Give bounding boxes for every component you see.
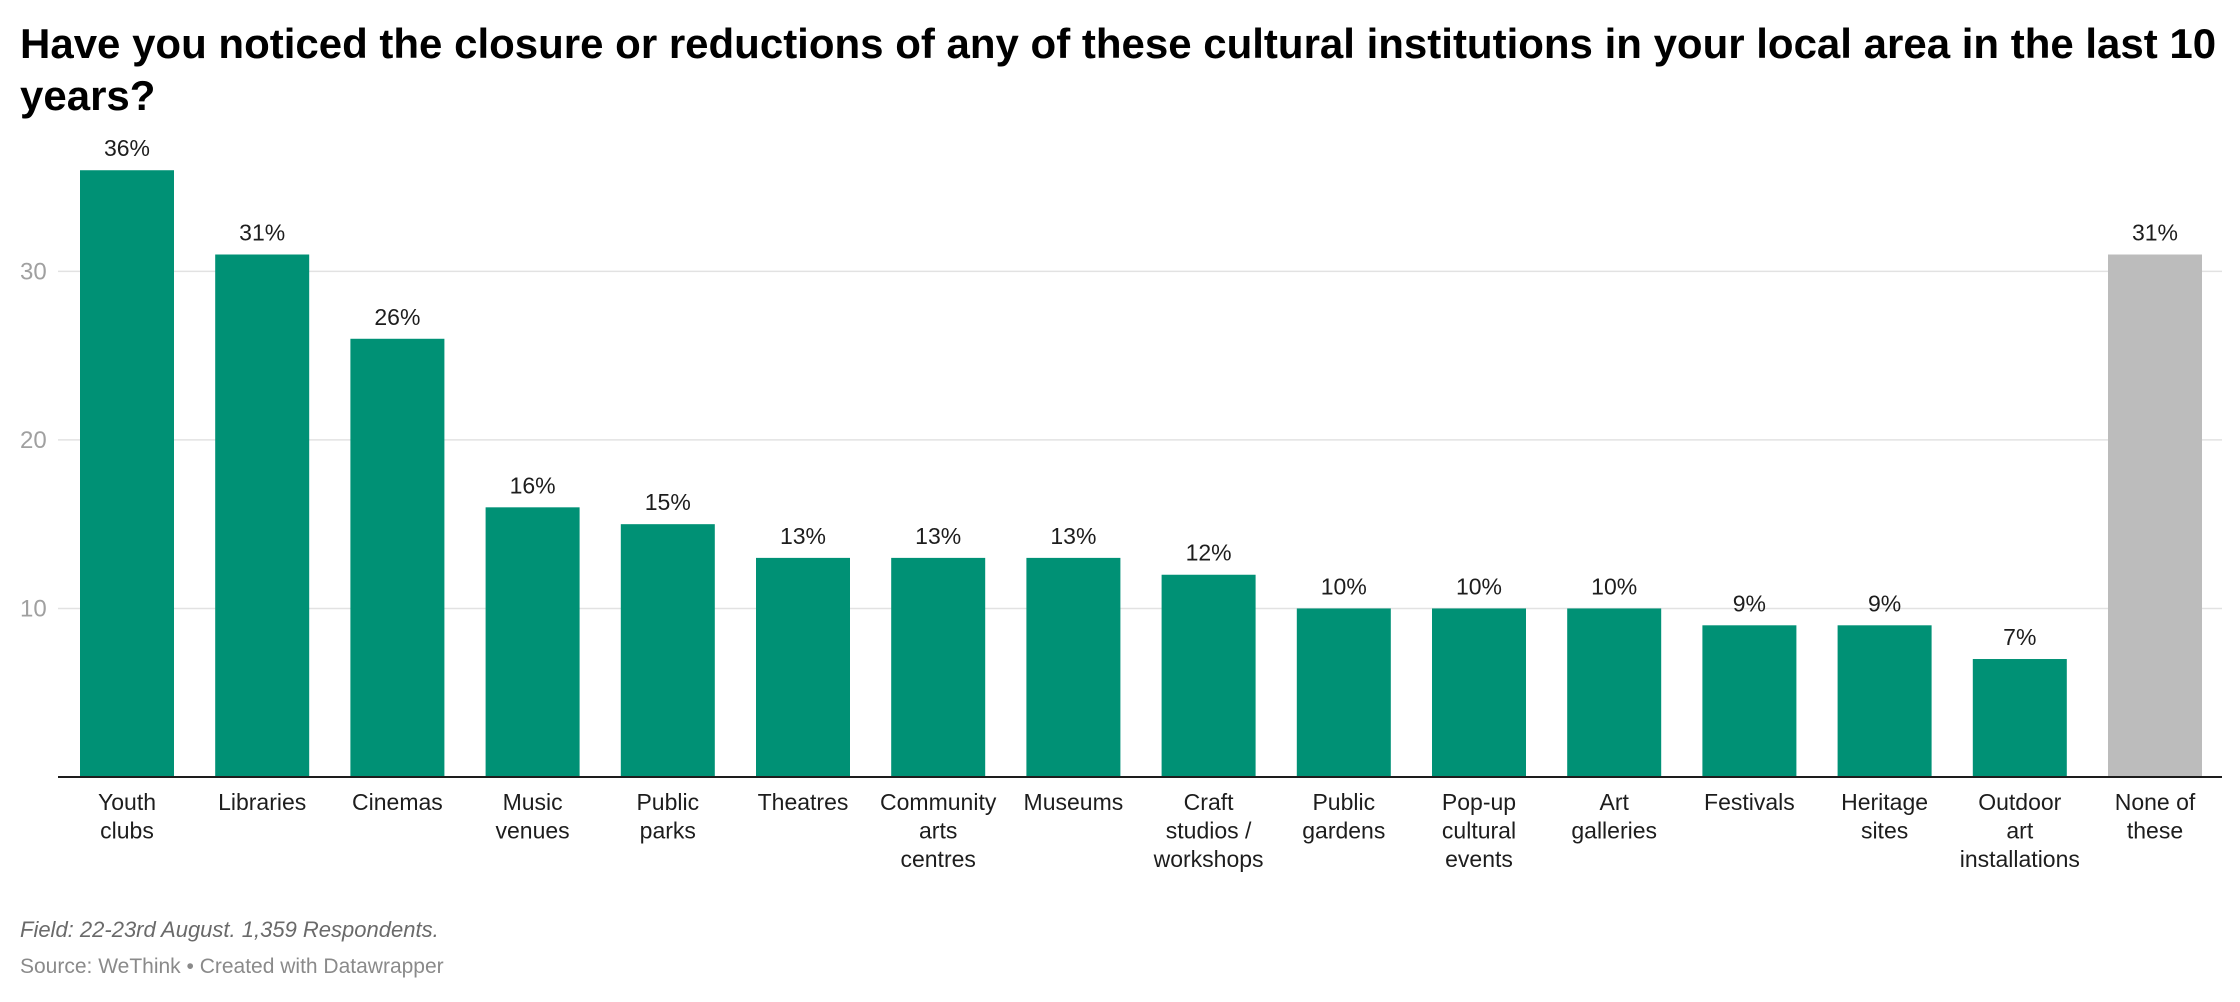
value-labels: 36% 31% 26% 16% 15% 13% 13% 13% 12% 10% 10% 10% 9% 9%… <box>104 135 2178 650</box>
category-label: events <box>1445 846 1513 872</box>
category-label: parks <box>640 818 696 844</box>
bar-value-label: 13% <box>780 523 826 549</box>
bar-value-label: 10% <box>1591 573 1637 599</box>
category-label: Public <box>1312 789 1375 815</box>
category-label: Cinemas <box>352 789 443 815</box>
bars <box>80 170 2202 777</box>
category-label: cultural <box>1442 818 1516 844</box>
category-label: these <box>2127 818 2183 844</box>
bar <box>891 557 986 777</box>
category-label: arts <box>919 818 957 844</box>
bar <box>1296 608 1391 777</box>
category-label: installations <box>1960 846 2080 872</box>
category-label: workshops <box>1153 846 1264 872</box>
category-label: Craft <box>1184 789 1234 815</box>
bar <box>756 557 850 777</box>
bar <box>1837 625 1932 777</box>
bar-value-label: 13% <box>1050 523 1096 549</box>
category-label: gardens <box>1302 818 1385 844</box>
bar-value-label: 10% <box>1456 573 1502 599</box>
field-note: Field: 22-23rd August. 1,359 Respondents… <box>20 917 439 942</box>
category-label: art <box>2006 818 2033 844</box>
bar-value-label: 13% <box>915 523 961 549</box>
bar <box>1702 625 1797 777</box>
category-label: Public <box>636 789 699 815</box>
bar <box>485 507 580 777</box>
bar-value-label: 9% <box>1733 590 1766 616</box>
category-label: Music <box>503 789 563 815</box>
bar <box>1567 608 1662 777</box>
bar-value-label: 12% <box>1186 540 1232 566</box>
bar-value-label: 15% <box>645 489 691 515</box>
category-label: Heritage <box>1841 789 1928 815</box>
category-label: Libraries <box>218 789 306 815</box>
source-credit: Source: WeThink • Created with Datawrapp… <box>20 955 444 978</box>
bar-value-label: 10% <box>1321 573 1367 599</box>
bar-value-label: 36% <box>104 135 150 161</box>
category-label: Community <box>880 789 997 815</box>
category-label: studios / <box>1166 818 1252 844</box>
y-tick-label: 20 <box>20 427 47 454</box>
bar <box>1972 659 2067 777</box>
bar-value-label: 31% <box>239 220 285 246</box>
bar-value-label: 7% <box>2003 624 2036 650</box>
category-label: venues <box>496 818 570 844</box>
y-tick-label: 10 <box>20 595 47 622</box>
category-label: centres <box>900 846 975 872</box>
category-label: Art <box>1600 789 1630 815</box>
chart-title: Have you noticed the closure or reductio… <box>20 20 2217 119</box>
bar <box>350 338 445 777</box>
bar <box>2108 254 2202 777</box>
category-label: Museums <box>1024 789 1124 815</box>
bar <box>215 254 310 777</box>
bar-value-label: 26% <box>374 304 420 330</box>
bar <box>1432 608 1526 777</box>
bar <box>1026 557 1121 777</box>
category-label: None of <box>2115 789 2196 815</box>
y-tick-label: 30 <box>20 258 47 285</box>
bar <box>80 170 174 777</box>
category-label: Pop-up <box>1442 789 1516 815</box>
bar-value-label: 16% <box>510 472 556 498</box>
category-label: sites <box>1861 818 1908 844</box>
bar-value-label: 9% <box>1868 590 1901 616</box>
category-label: Festivals <box>1704 789 1795 815</box>
category-label: Youth <box>98 789 156 815</box>
grid-lines: 10 20 30 <box>20 258 2222 622</box>
category-label: clubs <box>100 818 154 844</box>
category-label: Theatres <box>758 789 849 815</box>
bar <box>620 524 715 777</box>
bar-value-label: 31% <box>2132 220 2178 246</box>
bar-chart: 10 20 30 36% 31% 26% 16% 15% 13% 13% 13% 12% 10% 10%… <box>20 135 2222 872</box>
bar <box>1161 574 1256 777</box>
category-labels: Youth clubs Libraries Cinemas Music venues Pub… <box>98 789 2196 872</box>
category-label: galleries <box>1571 818 1657 844</box>
category-label: Outdoor <box>1978 789 2061 815</box>
